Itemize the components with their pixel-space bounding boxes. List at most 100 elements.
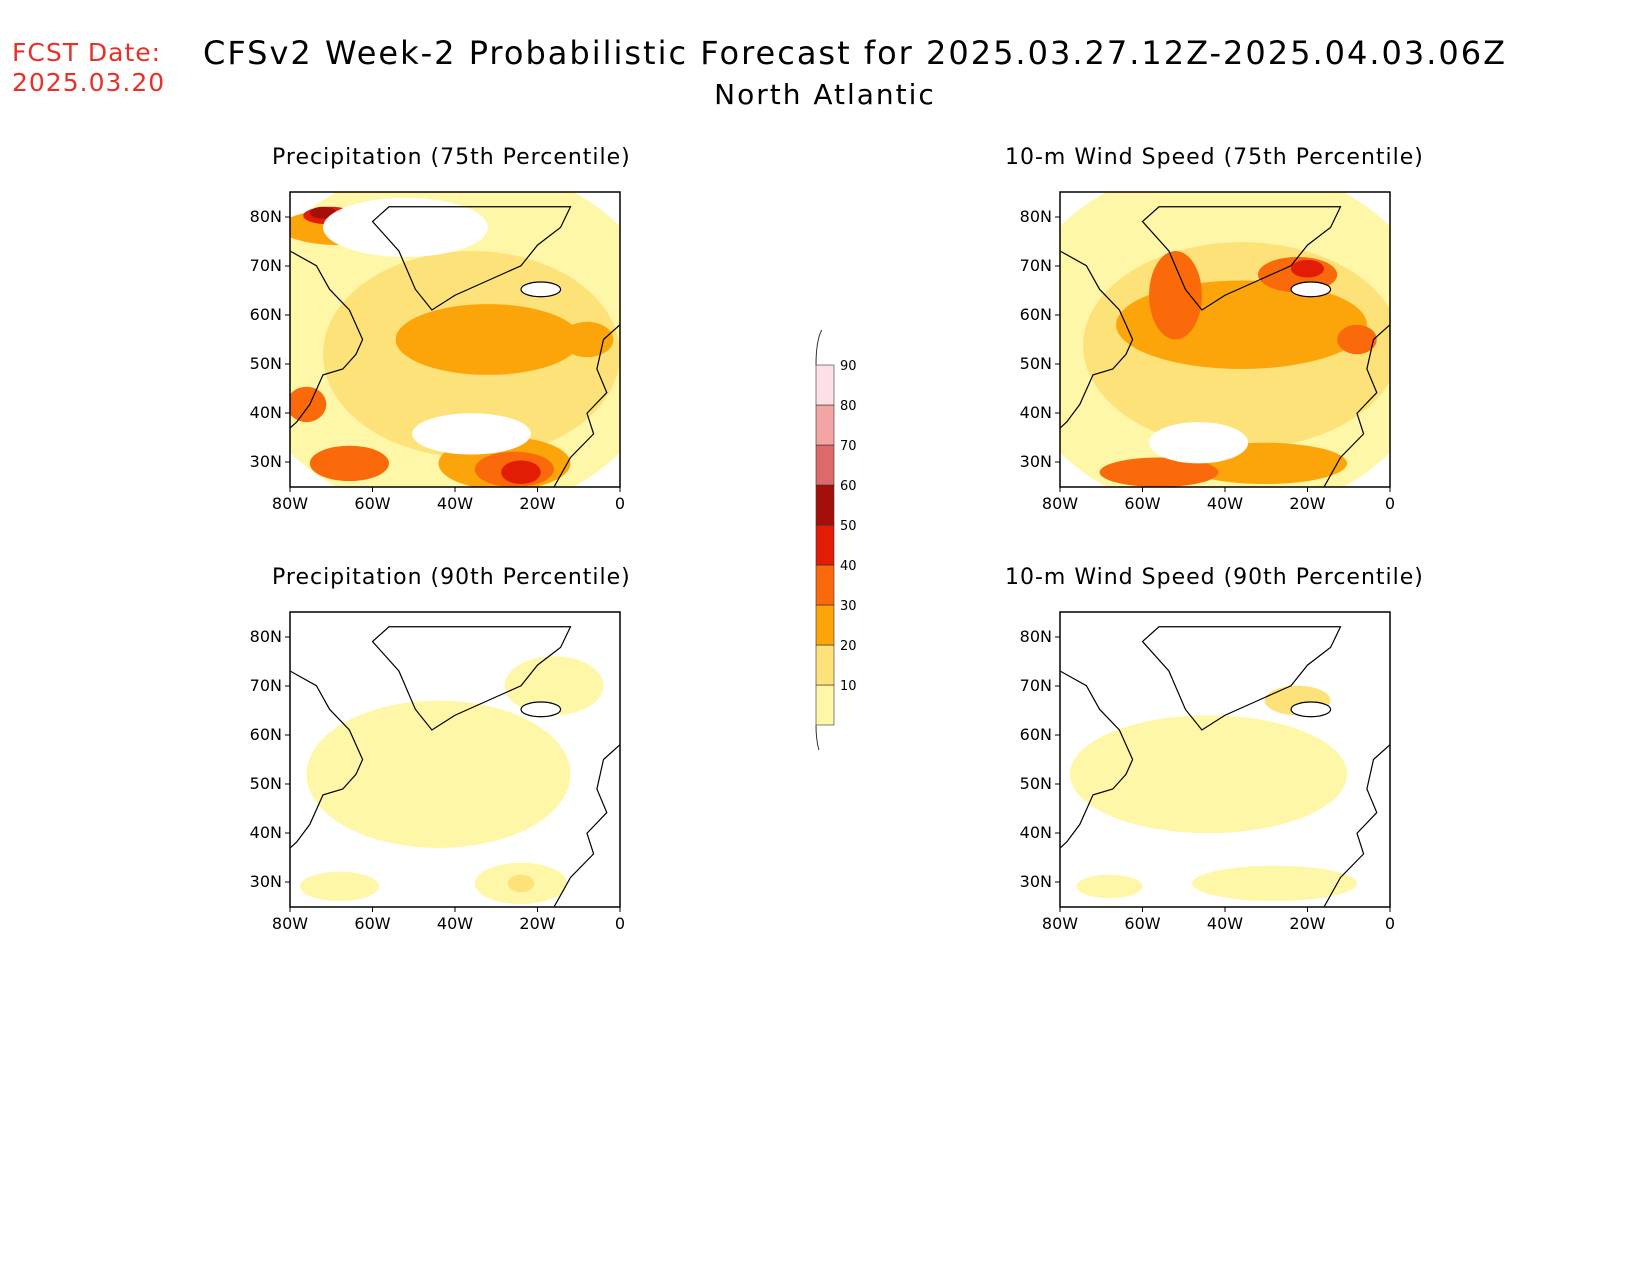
lon-tick-label: 60W (354, 914, 390, 933)
probability-fill (1060, 612, 1390, 907)
probability-fill (290, 612, 620, 907)
colorbar-swatch (815, 604, 835, 646)
page-subtitle: North Atlantic (714, 78, 936, 111)
colorbar-swatch (815, 444, 835, 486)
lat-tick-label: 70N (1020, 676, 1052, 695)
lat-tick-label: 60N (1020, 305, 1052, 324)
coastline-europe-africa (553, 744, 620, 907)
coastline-north-america (1060, 670, 1134, 849)
probability-contour (306, 700, 571, 848)
lat-tick-label: 40N (250, 823, 282, 842)
colorbar-label: 90 (840, 359, 857, 374)
lon-tick-label: 20W (519, 494, 555, 513)
lat-tick-label: 50N (1020, 354, 1052, 373)
lat-tick-label: 30N (1020, 452, 1052, 471)
panel-title: Precipitation (90th Percentile) (272, 565, 631, 590)
lon-tick-label: 60W (354, 494, 390, 513)
probability-contour (1291, 259, 1324, 278)
lon-tick-label: 0 (615, 494, 625, 513)
coastline-greenland (1141, 206, 1342, 311)
lon-tick-label: 0 (1385, 494, 1395, 513)
probability-contour (1076, 874, 1143, 899)
probability-fill (290, 192, 620, 487)
lat-tick-label: 60N (250, 305, 282, 324)
probability-contour (1337, 324, 1377, 355)
colorbar-label: 10 (840, 679, 857, 694)
no-signal-area (412, 413, 531, 455)
probability-contour (507, 874, 535, 893)
lat-tick-label: 70N (250, 676, 282, 695)
lat-tick-label: 50N (250, 354, 282, 373)
lon-tick-label: 20W (1289, 494, 1325, 513)
forecast-date-value: 2025.03.20 (12, 68, 166, 97)
lon-tick-label: 60W (1124, 494, 1160, 513)
page-title: CFSv2 Week-2 Probabilistic Forecast for … (202, 34, 1508, 72)
probability-contour (1192, 865, 1357, 902)
colorbar-swatch (815, 644, 835, 686)
probability-contour (501, 460, 541, 485)
lon-tick-label: 80W (1042, 914, 1078, 933)
probability-contour (1099, 457, 1219, 487)
coastline-europe-africa (1323, 324, 1390, 487)
probability-contour (560, 321, 614, 358)
map-precip-90: 80N 70N 60N 50N 40N 30N 80W 60W 40W 20W 0 (250, 611, 625, 933)
coastline-north-america (1060, 250, 1134, 429)
lon-tick-label: 80W (1042, 494, 1078, 513)
lat-tick-label: 70N (250, 256, 282, 275)
lat-tick-label: 80N (250, 627, 282, 646)
coastline-iceland (520, 701, 562, 718)
colorbar-label: 50 (840, 519, 857, 534)
probability-contour (309, 445, 389, 482)
lon-tick-label: 40W (1207, 494, 1243, 513)
coastline-iceland (1290, 281, 1332, 298)
lon-tick-label: 0 (1385, 914, 1395, 933)
forecast-date-label: FCST Date: (12, 38, 162, 67)
lat-tick-label: 40N (1020, 403, 1052, 422)
lat-tick-label: 30N (250, 872, 282, 891)
lat-tick-label: 80N (1020, 207, 1052, 226)
probability-contour (309, 206, 337, 219)
map-wind-75: 80N 70N 60N 50N 40N 30N 80W 60W 40W 20W 0 (1020, 191, 1395, 513)
lon-tick-label: 20W (519, 914, 555, 933)
lat-tick-label: 40N (250, 403, 282, 422)
lat-tick-label: 50N (250, 774, 282, 793)
probability-contour (299, 871, 380, 902)
panel-title: 10-m Wind Speed (90th Percentile) (1005, 565, 1424, 590)
colorbar-label: 20 (840, 639, 857, 654)
lat-tick-label: 70N (1020, 256, 1052, 275)
colorbar-swatch (815, 364, 835, 406)
lon-tick-label: 0 (615, 914, 625, 933)
coastline-europe-africa (553, 324, 620, 487)
lon-tick-label: 80W (272, 914, 308, 933)
probability-fill (1060, 192, 1390, 487)
lon-tick-label: 80W (272, 494, 308, 513)
map-wind-90: 80N 70N 60N 50N 40N 30N 80W 60W 40W 20W 0 (1020, 611, 1395, 933)
lat-tick-label: 30N (1020, 872, 1052, 891)
colorbar-legend: 10 20 30 40 50 60 70 80 90 (815, 330, 857, 750)
coastline-iceland (520, 281, 562, 298)
lon-tick-label: 40W (1207, 914, 1243, 933)
coastline-greenland (1141, 626, 1342, 731)
panel-title: 10-m Wind Speed (75th Percentile) (1005, 145, 1424, 170)
lon-tick-label: 40W (437, 494, 473, 513)
colorbar-label: 30 (840, 599, 857, 614)
no-signal-area (1149, 422, 1249, 464)
lat-tick-label: 80N (1020, 627, 1052, 646)
lon-tick-label: 60W (1124, 914, 1160, 933)
lat-tick-label: 60N (250, 725, 282, 744)
colorbar-swatch (815, 484, 835, 526)
colorbar-label: 40 (840, 559, 857, 574)
colorbar-label: 70 (840, 439, 857, 454)
probability-contour (504, 656, 604, 716)
coastline-europe-africa (1323, 744, 1390, 907)
colorbar-swatch (815, 404, 835, 446)
colorbar-swatch (815, 684, 835, 726)
colorbar-swatch (815, 524, 835, 566)
probability-contour (290, 386, 327, 423)
lat-tick-label: 80N (250, 207, 282, 226)
colorbar-bottom-end (815, 724, 820, 750)
lon-tick-label: 40W (437, 914, 473, 933)
coastline-greenland (371, 626, 572, 731)
lat-tick-label: 40N (1020, 823, 1052, 842)
lat-tick-label: 30N (250, 452, 282, 471)
